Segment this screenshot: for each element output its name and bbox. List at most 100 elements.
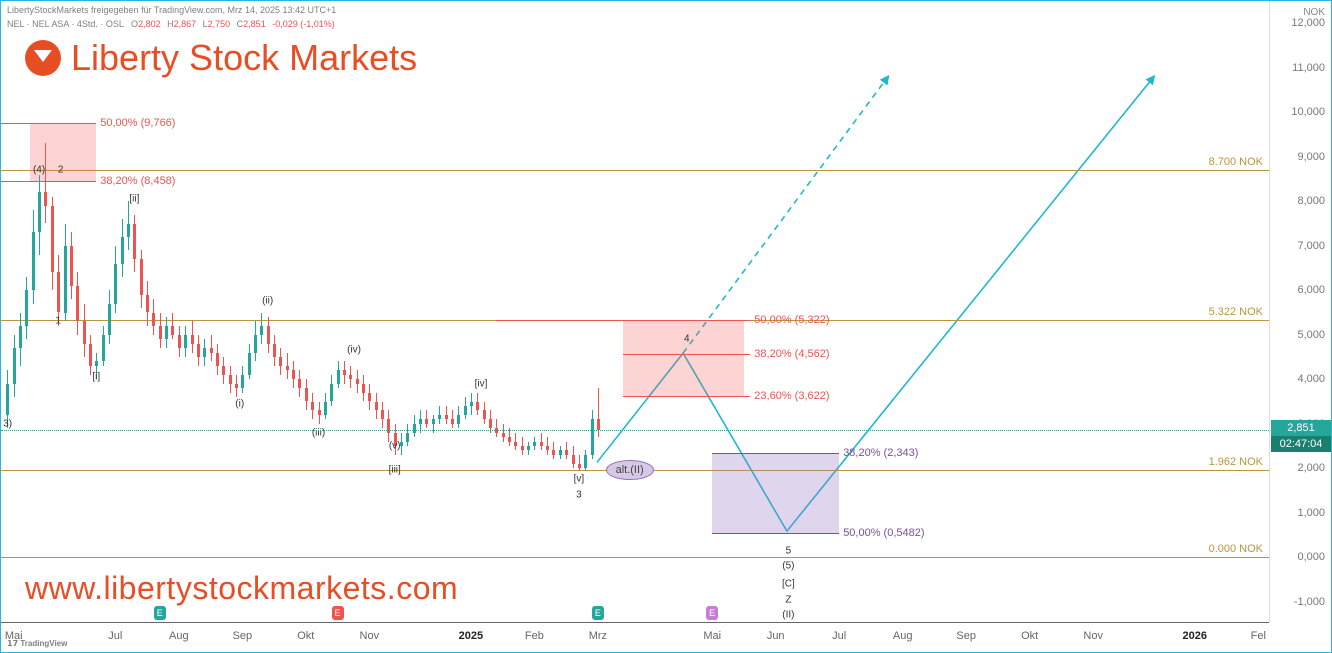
fib-line [496,320,750,321]
event-marker[interactable]: E [706,606,718,620]
y-tick: 6,000 [1297,284,1325,296]
y-tick: -1,000 [1294,596,1325,608]
wave-label: [v] [574,474,585,485]
candle-body [51,206,54,273]
candle-body [222,366,225,375]
wave-label: 1 [55,316,61,327]
y-axis[interactable]: NOK -1,0000,0001,0002,0003,0004,0005,000… [1269,1,1331,622]
fib-label: 50,00% (5,322) [754,314,829,326]
candle-body [572,455,575,464]
x-tick: Jun [767,630,785,642]
plot-area[interactable]: EEEE8.700 NOK5.322 NOK1.962 NOK0.000 NOK… [1,1,1269,622]
candle-body [114,264,117,304]
wave-label: (5) [782,561,794,572]
candle-body [514,442,517,446]
candle-body [76,286,79,322]
candle-body [95,361,98,365]
candle-body [279,357,282,366]
candle-body [121,237,124,264]
y-tick: 11,000 [1292,62,1325,74]
candle-body [330,384,333,402]
candle-body [419,419,422,423]
y-tick: 0,000 [1297,551,1325,563]
event-marker[interactable]: E [332,606,344,620]
x-tick: Feb [525,630,544,642]
wave-label: [i] [92,372,100,383]
candle-body [318,410,321,414]
fib-line [623,354,750,355]
candle-body [235,384,238,388]
h-line-gold [1,557,1269,558]
y-tick: 5,000 [1297,329,1325,341]
fib-label: 50,00% (0,5482) [843,527,924,539]
wave-label: ; 3) [1,418,12,429]
x-tick: Jul [108,630,122,642]
candle-body [368,393,371,402]
candle-body [254,335,257,353]
fib-line [1,123,96,124]
candle-body [32,232,35,290]
wave-label: (iv) [347,345,361,356]
x-tick: Nov [1083,630,1103,642]
last-price-line [1,430,1269,431]
candle-body [210,348,213,352]
fib-line [1,181,96,182]
candle-body [527,446,530,450]
candle-body [89,344,92,366]
candle-body [483,410,486,419]
fib-line [623,396,750,397]
wave-label: (v) [389,441,401,452]
y-tick: 9,000 [1297,151,1325,163]
brand-url: www.libertystockmarkets.com [25,570,458,607]
wave-label: (4) [33,165,45,176]
candle-body [464,406,467,415]
x-tick: Sep [233,630,253,642]
wave-label: [iii] [389,465,401,476]
x-tick: Mrz [589,630,607,642]
candle-body [349,375,352,379]
y-tick: 12,000 [1291,17,1325,29]
candle-body [298,379,301,388]
x-tick: Sep [956,630,976,642]
candle-body [216,353,219,366]
candle-body [44,192,47,205]
x-tick: Nov [360,630,380,642]
candle-body [432,419,435,423]
candle-body [406,433,409,442]
event-marker[interactable]: E [592,606,604,620]
wave-label: 3 [576,489,582,500]
y-tick: 4,000 [1297,373,1325,385]
candle-body [356,379,359,383]
x-axis[interactable]: MaiJulAugSepOktNov2025FebMrzMaiJunJulAug… [1,622,1269,652]
candle-body [381,410,384,419]
candle-body [451,419,454,423]
x-tick: Okt [1021,630,1038,642]
candle-body [83,321,86,343]
candle-body [260,326,263,335]
candle-body [445,415,448,419]
candle-body [178,335,181,348]
fib-line [712,453,839,454]
h-line-label: 8.700 NOK [1209,156,1263,168]
candle-body [102,335,105,362]
candle-body [140,259,143,295]
candle-body [597,419,600,430]
candle-body [159,326,162,339]
candle-body [248,353,251,375]
wave-label: 5 [786,545,792,556]
x-tick: Fel [1251,630,1266,642]
candle-body [425,419,428,423]
candle-body [502,433,505,437]
candle-body [337,370,340,383]
candle-body [38,192,41,232]
candle-body [146,295,149,313]
fib-label: 38,20% (4,562) [754,348,829,360]
candle-body [267,326,270,344]
candle-body [127,224,130,237]
candle-body [559,450,562,454]
x-tick: Aug [169,630,189,642]
candle-body [521,446,524,450]
wave-label: 2 [58,165,64,176]
candle-body [375,402,378,411]
event-marker[interactable]: E [154,606,166,620]
